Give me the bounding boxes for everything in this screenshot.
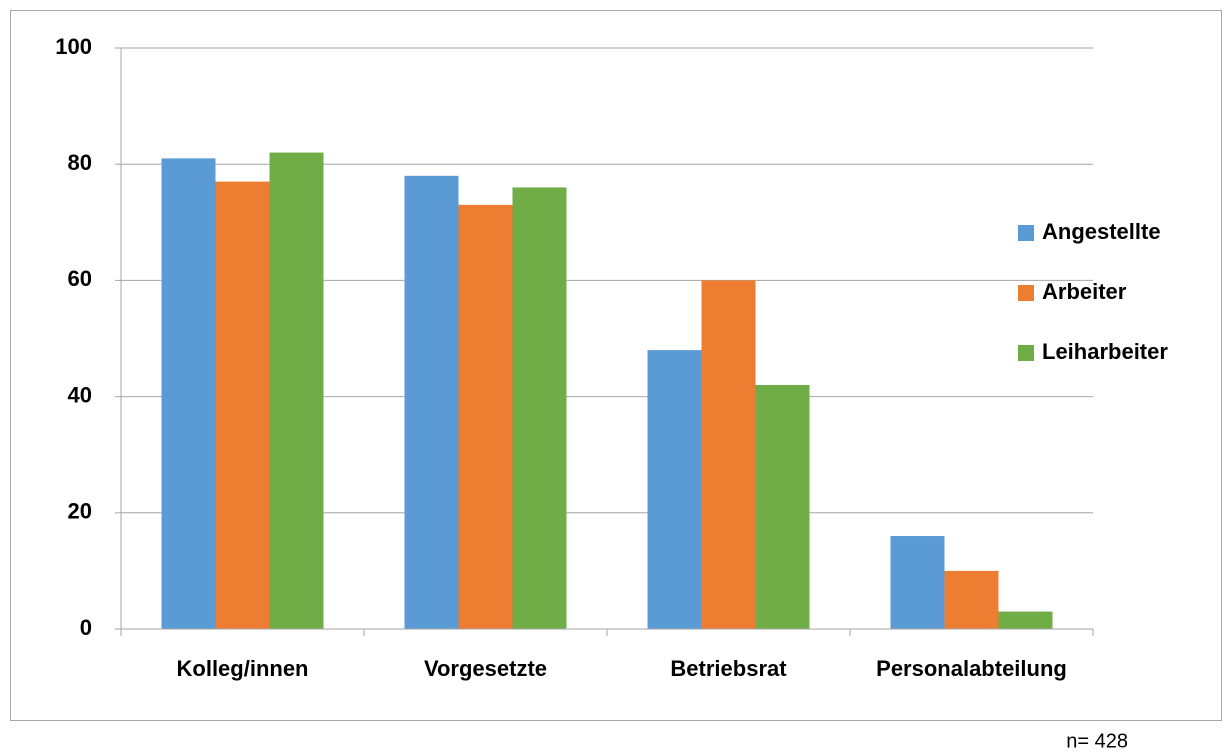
note: n= 428 (1066, 730, 1128, 752)
legend-label: Arbeiter (1042, 279, 1127, 304)
x-tick-label: Betriebsrat (670, 656, 787, 681)
bar (890, 536, 945, 629)
bar (512, 187, 567, 629)
y-tick-label: 80 (68, 150, 92, 175)
bar (404, 175, 459, 629)
x-tick-label: Vorgesetzte (424, 656, 547, 681)
bar (998, 611, 1053, 629)
bar (458, 204, 513, 629)
legend-swatch (1018, 225, 1034, 241)
bar (701, 280, 756, 629)
bar (944, 570, 999, 629)
y-tick-label: 60 (68, 266, 92, 291)
x-tick-label: Personalabteilung (876, 656, 1067, 681)
y-tick-label: 100 (55, 34, 92, 59)
bar (647, 350, 702, 629)
bar (755, 384, 810, 629)
legend-swatch (1018, 345, 1034, 361)
bar (269, 152, 324, 629)
legend-label: Leiharbeiter (1042, 339, 1168, 364)
bar (161, 158, 216, 629)
y-tick-label: 0 (80, 615, 92, 640)
x-tick-label: Kolleg/innen (177, 656, 309, 681)
y-tick-label: 40 (68, 382, 92, 407)
bar (215, 181, 270, 629)
legend-swatch (1018, 285, 1034, 301)
y-tick-label: 20 (68, 499, 92, 524)
legend-label: Angestellte (1042, 219, 1161, 244)
